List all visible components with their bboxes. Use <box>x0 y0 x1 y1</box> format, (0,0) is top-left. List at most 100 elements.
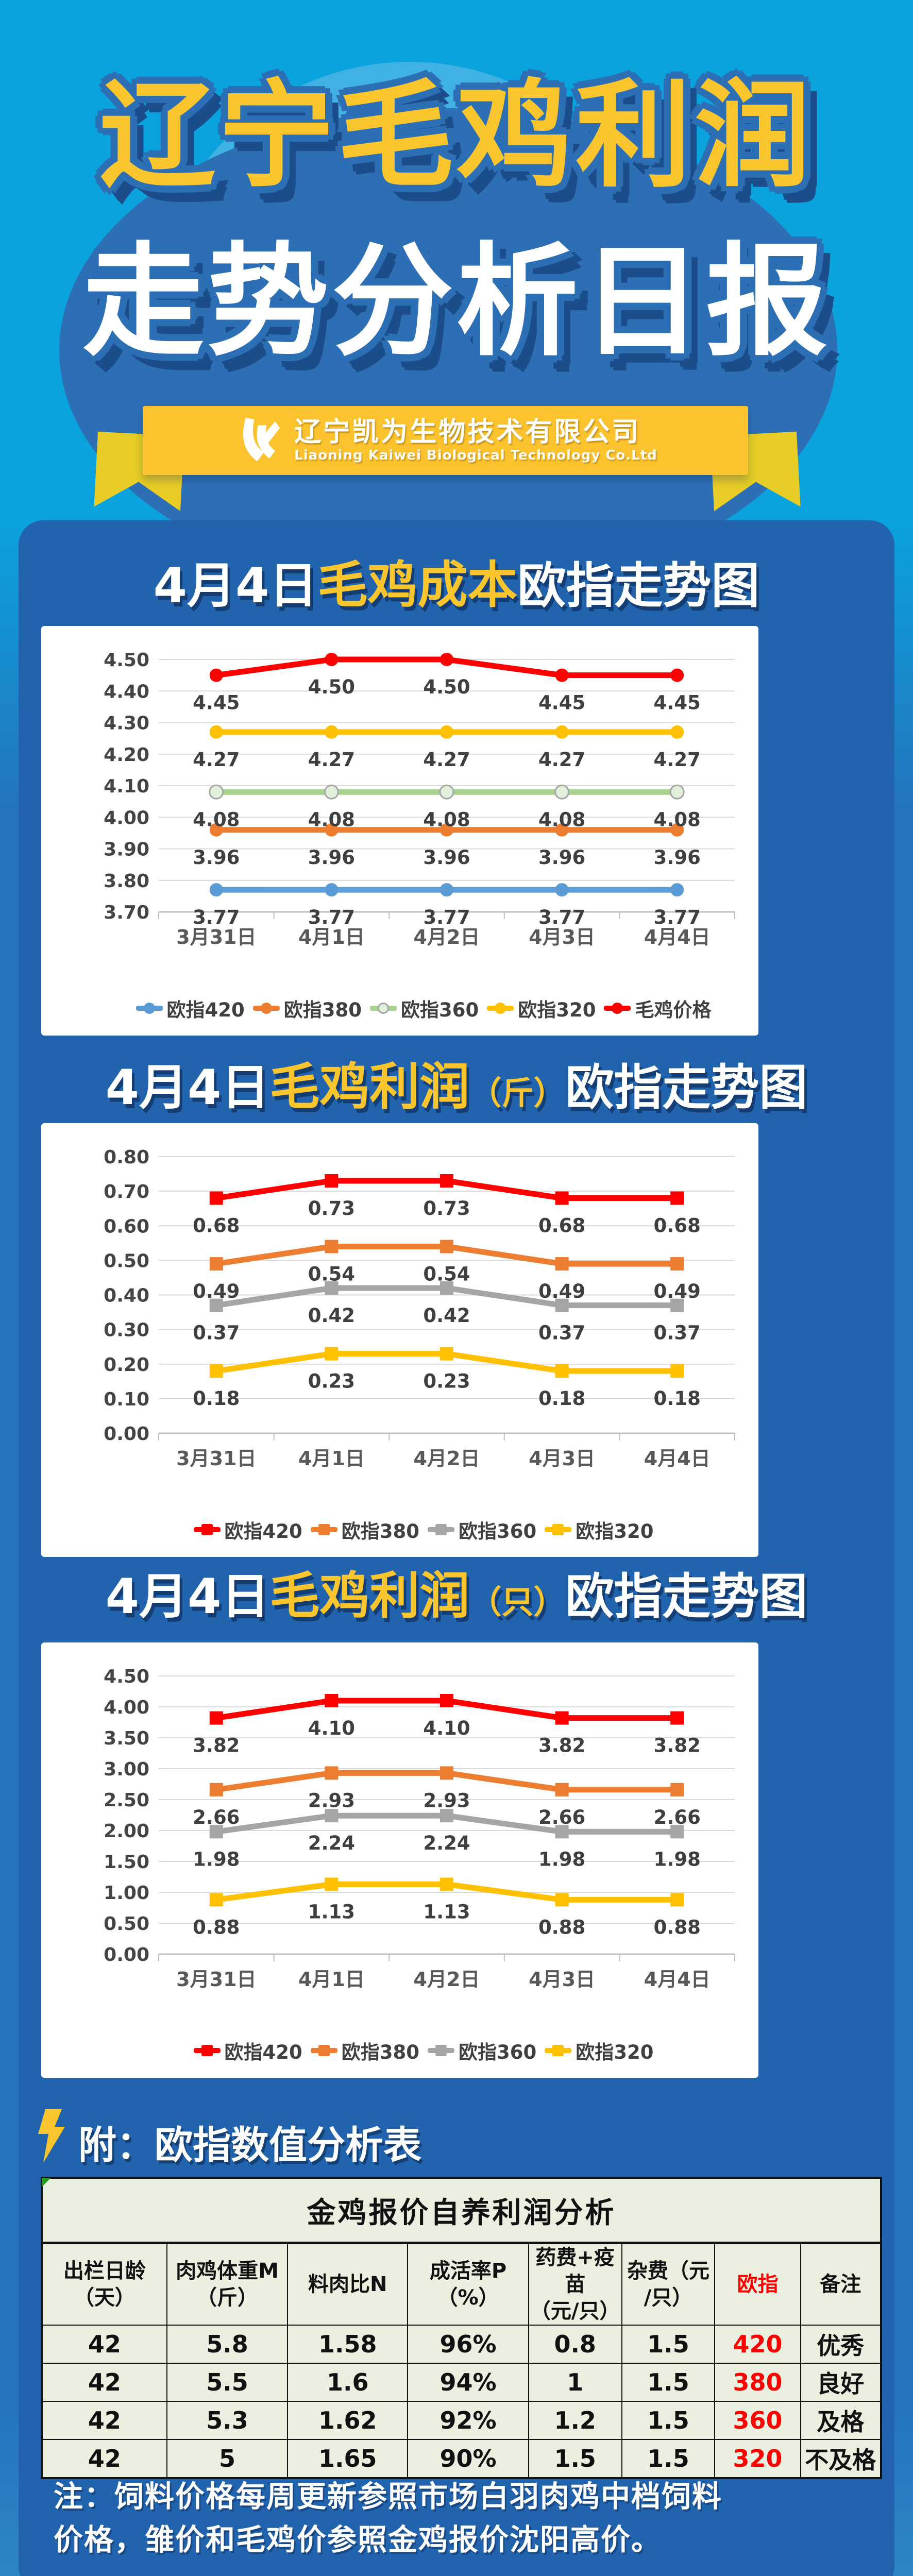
table-cell: 及格 <box>800 2401 882 2440</box>
svg-text:4.27: 4.27 <box>538 749 585 771</box>
svg-text:0.18: 0.18 <box>654 1387 701 1410</box>
svg-text:3.82: 3.82 <box>654 1735 701 1757</box>
svg-text:4.40: 4.40 <box>104 681 149 702</box>
svg-text:0.80: 0.80 <box>104 1147 149 1168</box>
svg-text:3.77: 3.77 <box>654 906 701 928</box>
table-title: 金鸡报价自养利润分析 <box>41 2177 882 2244</box>
section-title-date: 4月4日 <box>105 1569 270 1625</box>
svg-text:2.66: 2.66 <box>654 1806 701 1828</box>
table-cell: 1.58 <box>287 2325 409 2364</box>
svg-text:0.10: 0.10 <box>104 1389 149 1410</box>
svg-text:0.00: 0.00 <box>104 1944 149 1965</box>
legend-item: 欧指380 <box>252 994 362 1022</box>
legend-item: 欧指420 <box>193 2037 302 2064</box>
svg-text:2.66: 2.66 <box>538 1806 585 1828</box>
chart-section-title-profit-jin: 4月4日毛鸡利润（斤）欧指走势图 <box>0 1058 913 1116</box>
section-title-suffix: 欧指走势图 <box>517 558 760 614</box>
svg-text:3.70: 3.70 <box>104 902 149 923</box>
chart-legend: 欧指420 欧指380 欧指360 欧指320 <box>112 2037 735 2064</box>
svg-text:0.42: 0.42 <box>308 1304 355 1327</box>
table-cell: 1.5 <box>621 2363 716 2402</box>
svg-text:3.77: 3.77 <box>538 906 585 928</box>
table-cell: 1.5 <box>621 2325 716 2364</box>
svg-text:4.10: 4.10 <box>104 776 149 797</box>
legend-marker-icon <box>604 1003 631 1014</box>
table-row: 42 5 1.65 90% 1.5 1.5 320 不及格 <box>41 2439 882 2479</box>
legend-item: 欧指420 <box>193 1516 302 1544</box>
yellow-arrow-icon <box>36 2109 70 2165</box>
svg-text:1.00: 1.00 <box>104 1883 149 1904</box>
svg-text:4.45: 4.45 <box>654 692 701 714</box>
poster-title-line1: 辽宁毛鸡利润 <box>99 69 814 204</box>
svg-text:1.98: 1.98 <box>538 1848 585 1870</box>
legend-marker-icon <box>193 1524 221 1535</box>
legend-item: 欧指420 <box>136 994 245 1022</box>
section-title-unit: （斤） <box>469 1074 566 1112</box>
legend-marker-icon <box>193 2045 221 2056</box>
table-cell: 1.5 <box>621 2439 716 2479</box>
table-cell: 420 <box>714 2325 801 2364</box>
svg-text:2.66: 2.66 <box>193 1806 240 1828</box>
legend-marker-icon <box>545 1524 572 1535</box>
table-cell: 380 <box>714 2363 801 2402</box>
legend-label: 欧指360 <box>459 1520 537 1543</box>
chart-legend: 欧指420 欧指380 欧指360 欧指320 <box>112 1516 735 1544</box>
table-header-cell: 出栏日龄 （天） <box>41 2242 167 2326</box>
section-title-highlight: 毛鸡利润 <box>269 1058 470 1116</box>
table-cell: 1 <box>528 2363 622 2402</box>
svg-text:0.30: 0.30 <box>104 1320 149 1341</box>
svg-text:4月1日: 4月1日 <box>298 1447 365 1470</box>
legend-label: 欧指420 <box>166 999 245 1021</box>
note-line-1: 注：饲料价格每周更新参照市场白羽肉鸡中档饲料 <box>54 2480 722 2514</box>
svg-text:3.96: 3.96 <box>423 846 470 869</box>
legend-label: 欧指380 <box>341 2041 419 2063</box>
svg-text:4.50: 4.50 <box>104 650 149 671</box>
table-cell: 96% <box>407 2325 529 2364</box>
table-cell: 优秀 <box>800 2325 882 2364</box>
svg-text:4.30: 4.30 <box>104 713 149 734</box>
legend-label: 欧指360 <box>401 999 479 1021</box>
table-cell: 1.2 <box>528 2401 622 2440</box>
svg-text:2.24: 2.24 <box>308 1832 355 1854</box>
svg-text:0.60: 0.60 <box>104 1216 149 1237</box>
svg-text:4.20: 4.20 <box>104 744 149 766</box>
table-cell: 320 <box>714 2439 801 2479</box>
svg-text:4.00: 4.00 <box>104 807 149 828</box>
svg-text:0.23: 0.23 <box>423 1370 470 1393</box>
svg-text:3.82: 3.82 <box>193 1735 240 1757</box>
svg-text:4.50: 4.50 <box>104 1666 149 1687</box>
chart-legend: 欧指420 欧指380 欧指360 欧指320 毛鸡价格 <box>112 994 735 1022</box>
legend-item: 欧指380 <box>310 2037 419 2064</box>
svg-text:0.18: 0.18 <box>538 1387 585 1410</box>
svg-text:4月2日: 4月2日 <box>414 1447 480 1470</box>
svg-text:0.73: 0.73 <box>308 1197 355 1219</box>
table-cell: 92% <box>407 2401 529 2440</box>
legend-label: 毛鸡价格 <box>635 999 712 1021</box>
svg-text:0.88: 0.88 <box>538 1916 585 1938</box>
table-cell: 94% <box>407 2363 529 2402</box>
svg-text:4.27: 4.27 <box>308 749 355 771</box>
poster-title-line2: 走势分析日报 <box>82 231 831 372</box>
svg-text:3.96: 3.96 <box>538 846 585 869</box>
svg-text:0.68: 0.68 <box>193 1215 240 1237</box>
svg-text:4月1日: 4月1日 <box>298 926 365 948</box>
svg-text:3.77: 3.77 <box>308 906 355 928</box>
svg-text:4.10: 4.10 <box>423 1717 470 1739</box>
legend-marker-icon <box>428 1524 454 1535</box>
svg-text:0.42: 0.42 <box>423 1304 470 1327</box>
section-title-suffix: 欧指走势图 <box>565 1060 808 1116</box>
svg-text:4.45: 4.45 <box>538 692 585 714</box>
svg-text:4月3日: 4月3日 <box>529 926 595 948</box>
company-logo-icon <box>233 415 281 466</box>
table-header-cell: 料肉比N <box>287 2242 409 2326</box>
svg-text:0.23: 0.23 <box>308 1370 355 1393</box>
svg-text:3.77: 3.77 <box>423 906 470 928</box>
svg-text:4.27: 4.27 <box>193 749 240 771</box>
legend-item: 欧指380 <box>310 1516 419 1544</box>
table-header-cell: 欧指 <box>714 2242 801 2326</box>
svg-text:0.18: 0.18 <box>193 1387 240 1410</box>
company-name-block: 辽宁凯为生物技术有限公司 Liaoning Kaiwei Biological … <box>294 418 657 463</box>
legend-label: 欧指380 <box>341 1520 419 1543</box>
legend-label: 欧指320 <box>518 999 596 1021</box>
